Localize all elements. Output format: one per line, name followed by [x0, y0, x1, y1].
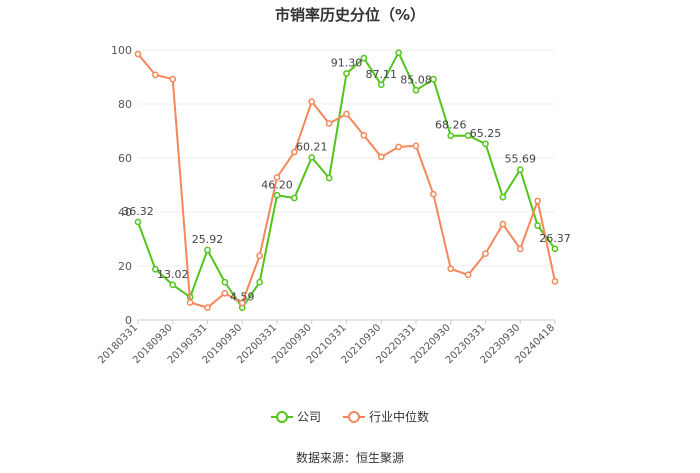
legend-industry-marker — [343, 410, 365, 423]
source-note: 数据来源：恒生聚源 — [295, 451, 404, 465]
y-tick-label: 40 — [118, 206, 132, 219]
data-point-0 — [152, 265, 159, 273]
data-label: 26.37 — [539, 232, 571, 245]
legend-industry-label: 行业中位数 — [369, 410, 430, 424]
data-label: 68.26 — [435, 119, 467, 132]
gridlines — [138, 49, 555, 321]
data-point-1 — [152, 71, 159, 79]
data-point-0 — [499, 193, 507, 201]
data-point-1 — [377, 153, 385, 161]
data-point-0 — [377, 81, 385, 89]
data-point-0 — [516, 166, 524, 173]
data-label: 55.69 — [505, 153, 537, 166]
data-point-0 — [308, 154, 316, 161]
data-label: 25.92 — [192, 233, 224, 246]
data-point-0 — [360, 54, 368, 62]
data-point-1 — [447, 265, 455, 273]
data-point-1 — [256, 252, 263, 260]
data-label: 91.30 — [331, 56, 363, 69]
data-point-0 — [221, 278, 229, 286]
data-point-1 — [204, 304, 211, 311]
data-label: 46.20 — [261, 178, 293, 191]
data-label: 85.08 — [400, 73, 432, 86]
data-point-0 — [551, 245, 559, 253]
data-point-0 — [412, 86, 420, 94]
data-point-0 — [204, 246, 211, 254]
data-point-0 — [395, 49, 402, 57]
data-point-0 — [464, 132, 472, 139]
data-point-0 — [291, 194, 298, 202]
data-point-0 — [447, 132, 455, 140]
data-point-0 — [534, 222, 541, 229]
data-point-1 — [273, 174, 281, 181]
data-point-1 — [325, 120, 333, 127]
data-point-1 — [134, 50, 142, 58]
data-point-1 — [464, 271, 472, 279]
data-point-1 — [516, 245, 524, 253]
legend-item-company[interactable]: 公司 — [270, 408, 321, 425]
legend-item-industry[interactable]: 行业中位数 — [343, 408, 429, 425]
chart-title: 市销率历史分位（%） — [274, 6, 426, 24]
data-point-0 — [256, 278, 263, 286]
y-tick-label: 20 — [118, 260, 132, 273]
data-label: 36.32 — [122, 205, 154, 218]
y-tick-label: 80 — [118, 98, 132, 111]
y-tick-label: 100 — [111, 44, 132, 57]
data-point-1 — [482, 250, 489, 257]
data-point-1 — [308, 98, 316, 105]
data-point-1 — [534, 197, 541, 205]
data-point-1 — [186, 299, 194, 306]
y-tick-label: 0 — [125, 314, 132, 327]
data-label: 4.59 — [230, 291, 255, 304]
data-point-1 — [430, 190, 437, 198]
axes: 0204060801002018033120180930201903312019… — [96, 44, 557, 366]
data-point-1 — [169, 75, 177, 83]
data-point-1 — [395, 143, 402, 151]
data-point-1 — [360, 131, 368, 139]
series-line-0 — [137, 50, 556, 310]
y-tick-label: 60 — [118, 152, 132, 165]
data-point-0 — [134, 218, 142, 226]
data-point-1 — [551, 278, 559, 285]
data-label: 87.11 — [366, 68, 398, 81]
data-point-1 — [238, 299, 246, 307]
data-point-0 — [482, 140, 489, 148]
data-point-0 — [343, 70, 350, 77]
data-point-0 — [325, 174, 333, 182]
data-point-1 — [412, 142, 420, 150]
legend-company-marker — [270, 410, 293, 423]
data-point-1 — [221, 289, 229, 297]
data-label: 65.25 — [470, 127, 502, 140]
data-point-0 — [169, 281, 177, 289]
data-point-1 — [291, 148, 298, 156]
data-point-1 — [343, 110, 350, 118]
series-lines — [134, 49, 559, 311]
data-point-0 — [430, 75, 437, 83]
data-label: 60.21 — [296, 140, 328, 153]
legend: 公司 行业中位数 — [0, 408, 700, 425]
line-chart: 0204060801002018033120180930201903312019… — [96, 44, 571, 366]
legend-company-label: 公司 — [296, 410, 321, 424]
data-point-1 — [499, 220, 507, 228]
data-point-0 — [273, 191, 281, 199]
data-label: 13.02 — [157, 268, 189, 281]
